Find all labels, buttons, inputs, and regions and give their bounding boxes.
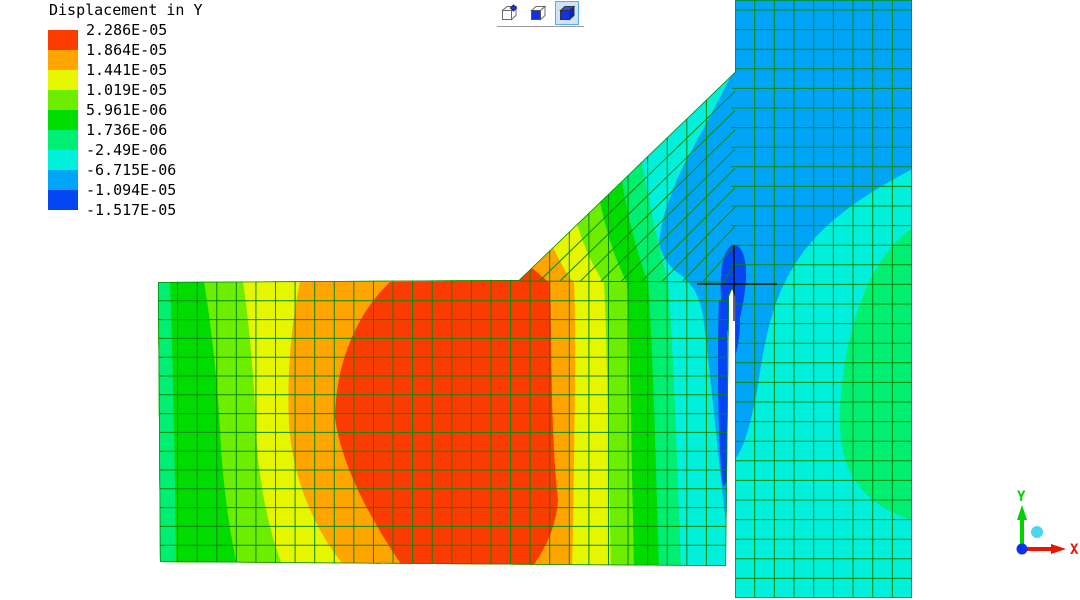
hidden-line-cube-icon — [530, 5, 547, 21]
legend-value: 1.019E-05 — [86, 81, 168, 99]
shaded-cube-icon — [559, 5, 576, 21]
legend-swatch — [48, 110, 78, 130]
legend-swatch — [48, 130, 78, 150]
toolbar-edge-line — [497, 26, 584, 27]
wireframe-cube-icon — [501, 4, 518, 21]
legend-scale: 2.286E-05 1.864E-05 1.441E-05 1.019E-05 5.96… — [48, 22, 258, 230]
x-axis-arrowhead — [1051, 544, 1066, 554]
legend-value: 2.286E-05 — [86, 21, 168, 39]
legend-swatch — [48, 190, 78, 210]
shaded-view-button[interactable] — [555, 1, 579, 25]
view-mode-toolbar — [497, 1, 579, 25]
legend-value: 1.441E-05 — [86, 61, 168, 79]
legend-value: -1.094E-05 — [86, 181, 177, 199]
legend-value: 1.864E-05 — [86, 41, 168, 59]
legend-swatch — [48, 150, 78, 170]
axis-orientation-triad: Y X — [1016, 489, 1079, 558]
origin-dot-icon — [1016, 543, 1028, 555]
legend-title: Displacement in Y — [49, 1, 203, 19]
legend-value: -2.49E-06 — [86, 141, 168, 159]
z-axis-dot-icon — [1031, 526, 1043, 538]
wireframe-view-button[interactable] — [497, 1, 521, 25]
contour-legend: Displacement in Y 2.286E-05 1.864E-05 1.44… — [42, 2, 258, 230]
legend-value: 5.961E-06 — [86, 101, 168, 119]
legend-value: -6.715E-06 — [86, 161, 177, 179]
legend-swatch — [48, 90, 78, 110]
legend-value: 1.736E-06 — [86, 121, 168, 139]
legend-value: -1.517E-05 — [86, 201, 177, 219]
crack-tip-marker — [697, 245, 777, 321]
legend-swatch — [48, 170, 78, 190]
y-axis-arrowhead — [1017, 505, 1027, 520]
legend-swatch — [48, 50, 78, 70]
x-axis-label: X — [1070, 542, 1079, 558]
hidden-line-view-button[interactable] — [526, 1, 550, 25]
mesh-outline — [158, 0, 912, 598]
legend-swatch — [48, 30, 78, 50]
y-axis-label: Y — [1017, 489, 1026, 505]
legend-swatch — [48, 70, 78, 90]
